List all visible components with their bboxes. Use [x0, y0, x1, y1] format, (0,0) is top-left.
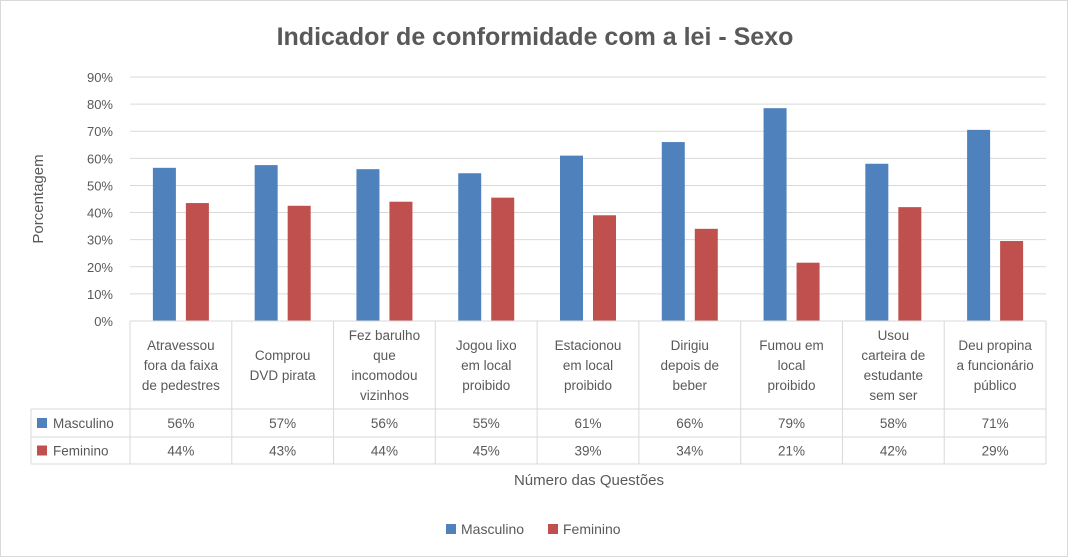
category-label: Deu propina a funcionário público — [956, 338, 1033, 393]
table-cell-value: 44% — [167, 444, 194, 459]
bar-feminino — [287, 205, 311, 321]
table-cell-value: 79% — [778, 416, 805, 431]
bar-masculino — [967, 129, 991, 321]
legend-entry: Feminino — [563, 521, 621, 537]
bar-masculino — [560, 155, 583, 321]
bar-masculino — [458, 173, 482, 321]
y-tick-label: 50% — [87, 178, 113, 193]
y-tick-label: 80% — [87, 97, 113, 112]
legend: Masculino Feminino — [446, 521, 621, 537]
bar-masculino — [763, 108, 787, 321]
y-axis-label: Porcentagem — [30, 154, 47, 243]
y-tick-label: 90% — [87, 70, 113, 85]
table-cell-value: 29% — [982, 444, 1009, 459]
table-cell-value: 21% — [778, 444, 805, 459]
category-label: Usou carteira de estudante sem ser — [861, 328, 925, 403]
bar-feminino — [389, 201, 413, 321]
bar-feminino — [694, 228, 718, 321]
y-tick-label: 40% — [87, 206, 113, 221]
table-series-swatch — [37, 445, 47, 456]
y-axis-ticks: 0% 10% 20% 30% 40% 50% 60% 70% 80% 90% — [87, 70, 113, 329]
table-cell-value: 57% — [269, 416, 296, 431]
bar-feminino — [185, 203, 209, 321]
bar-masculino — [152, 167, 176, 321]
category-label: Dirigiu depois de beber — [660, 338, 719, 393]
table-cell-value: 56% — [371, 416, 398, 431]
table-cell-value: 55% — [473, 416, 500, 431]
y-tick-label: 0% — [94, 314, 113, 329]
table-cell-value: 42% — [880, 444, 907, 459]
y-tick-label: 30% — [87, 233, 113, 248]
y-tick-label: 20% — [87, 260, 113, 275]
table-cell-value: 45% — [473, 444, 500, 459]
bar-feminino — [491, 197, 515, 321]
bar-feminino — [593, 215, 616, 321]
category-label: Fez barulho que incomodou vizinhos — [349, 328, 420, 403]
data-table: Atravessou fora da faixa de pedestres Compr… — [30, 320, 1047, 465]
table-cell-value: 61% — [574, 416, 601, 431]
table-series-name: Masculino — [53, 416, 114, 431]
legend-entry: Masculino — [461, 521, 524, 537]
category-label: Comprou DVD pirata — [250, 348, 317, 383]
bar-masculino — [661, 142, 685, 321]
table-cell-value: 44% — [371, 444, 398, 459]
bar-masculino — [356, 169, 380, 321]
table-series-name: Feminino — [53, 444, 109, 459]
table-series-swatch — [37, 418, 47, 428]
table-cell-value: 58% — [880, 416, 907, 431]
bar-feminino — [1000, 241, 1024, 321]
bars — [152, 108, 1024, 321]
bar-feminino — [898, 207, 922, 321]
category-label: Atravessou fora da faixa de pedestres — [142, 338, 220, 393]
chart-title: Indicador de conformidade com a lei - Se… — [277, 23, 794, 51]
table-cell-value: 71% — [982, 416, 1009, 431]
table-cell-value: 66% — [676, 416, 703, 431]
table-cell-value: 34% — [676, 444, 703, 459]
y-tick-label: 10% — [87, 287, 113, 302]
category-label: Estacionou em local proibido — [555, 338, 622, 393]
legend-swatch — [446, 524, 456, 534]
bar-masculino — [254, 165, 278, 321]
category-label: Fumou em local proibido — [759, 338, 824, 393]
category-label: Jogou lixo em local proibido — [456, 338, 517, 393]
gridlines — [130, 76, 1046, 322]
x-axis-label: Número das Questões — [514, 472, 664, 489]
table-cell-value: 43% — [269, 444, 296, 459]
table-cell-value: 39% — [574, 444, 601, 459]
bar-feminino — [796, 262, 820, 321]
table-cell-value: 56% — [167, 416, 194, 431]
legend-swatch — [548, 524, 558, 534]
y-tick-label: 60% — [87, 151, 113, 166]
y-tick-label: 70% — [87, 124, 113, 139]
bar-masculino — [865, 163, 889, 321]
